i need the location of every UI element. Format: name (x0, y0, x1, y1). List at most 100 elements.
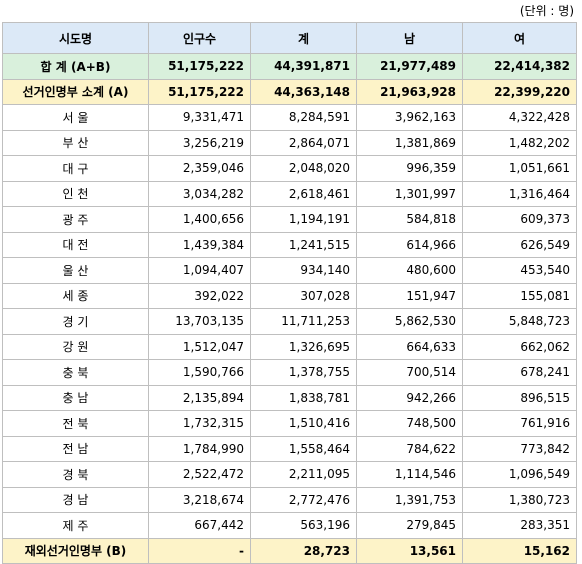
number-cell: 155,081 (462, 282, 577, 309)
number-cell: 2,618,461 (250, 180, 357, 207)
number-cell: 563,196 (250, 512, 357, 539)
number-cell: 51,175,222 (148, 53, 251, 80)
table-row: 서 울 9,331,471 8,284,591 3,962,163 4,322,428 (2, 104, 577, 131)
number-cell: 22,414,382 (462, 53, 577, 80)
region-cell: 대 구 (2, 155, 149, 182)
number-cell: 626,549 (462, 231, 577, 258)
number-cell: 1,510,416 (250, 410, 357, 437)
region-cell: 대 전 (2, 231, 149, 258)
population-table: 시도명 인구수 계 남 여 합 계 (A+B) 51,175,222 44,391,871 2… (2, 22, 577, 564)
number-cell: 2,211,095 (250, 461, 357, 488)
number-cell: 151,947 (356, 282, 463, 309)
number-cell: 1,051,661 (462, 155, 577, 182)
number-cell: 5,848,723 (462, 308, 577, 335)
number-cell: 1,380,723 (462, 486, 577, 513)
number-cell: 748,500 (356, 410, 463, 437)
number-cell: 1,439,384 (148, 231, 251, 258)
region-cell: 경 남 (2, 486, 149, 513)
number-cell: 8,284,591 (250, 104, 357, 131)
region-cell: 제 주 (2, 512, 149, 539)
table-row: 선거인명부 소계 (A) 51,175,222 44,363,148 21,963,9… (2, 78, 577, 105)
header-cell: 남 (356, 22, 463, 54)
number-cell: 453,540 (462, 257, 577, 284)
header-cell: 시도명 (2, 22, 149, 54)
number-cell: 1,558,464 (250, 435, 357, 462)
number-cell: 934,140 (250, 257, 357, 284)
number-cell: 480,600 (356, 257, 463, 284)
table-row: 대 구 2,359,046 2,048,020 996,359 1,051,661 (2, 155, 577, 182)
number-cell: 1,326,695 (250, 333, 357, 360)
table-row: 전 남 1,784,990 1,558,464 784,622 773,842 (2, 435, 577, 462)
region-cell: 강 원 (2, 333, 149, 360)
table-row: 울 산 1,094,407 934,140 480,600 453,540 (2, 257, 577, 284)
region-cell: 인 천 (2, 180, 149, 207)
number-cell: 667,442 (148, 512, 251, 539)
number-cell: 1,094,407 (148, 257, 251, 284)
table-row: 경 북 2,522,472 2,211,095 1,114,546 1,096,549 (2, 461, 577, 488)
number-cell: 896,515 (462, 384, 577, 411)
number-cell: 1,378,755 (250, 359, 357, 386)
table-row: 합 계 (A+B) 51,175,222 44,391,871 21,977,489 2… (2, 53, 577, 80)
region-cell: 울 산 (2, 257, 149, 284)
region-cell: 서 울 (2, 104, 149, 131)
header-cell: 계 (250, 22, 357, 54)
number-cell: 3,256,219 (148, 129, 251, 156)
table-row: 제 주 667,442 563,196 279,845 283,351 (2, 512, 577, 539)
region-cell: 전 남 (2, 435, 149, 462)
number-cell: 700,514 (356, 359, 463, 386)
header-cell: 여 (462, 22, 577, 54)
number-cell: 662,062 (462, 333, 577, 360)
region-cell: 경 기 (2, 308, 149, 335)
number-cell: 784,622 (356, 435, 463, 462)
number-cell: 2,359,046 (148, 155, 251, 182)
table-row: 강 원 1,512,047 1,326,695 664,633 662,062 (2, 333, 577, 360)
number-cell: 307,028 (250, 282, 357, 309)
number-cell: 44,363,148 (250, 78, 357, 105)
table-row: 경 기 13,703,135 11,711,253 5,862,530 5,848,72… (2, 308, 577, 335)
number-cell: 22,399,220 (462, 78, 577, 105)
number-cell: 1,381,869 (356, 129, 463, 156)
number-cell: 21,977,489 (356, 53, 463, 80)
number-cell: 9,331,471 (148, 104, 251, 131)
number-cell: 942,266 (356, 384, 463, 411)
number-cell: 1,590,766 (148, 359, 251, 386)
number-cell: 1,482,202 (462, 129, 577, 156)
number-cell: 584,818 (356, 206, 463, 233)
number-cell: 4,322,428 (462, 104, 577, 131)
table-row: 대 전 1,439,384 1,241,515 614,966 626,549 (2, 231, 577, 258)
number-cell: 3,218,674 (148, 486, 251, 513)
region-cell: 선거인명부 소계 (A) (2, 78, 149, 105)
number-cell: 1,301,997 (356, 180, 463, 207)
region-cell: 부 산 (2, 129, 149, 156)
number-cell: 2,522,472 (148, 461, 251, 488)
table-row: 부 산 3,256,219 2,864,071 1,381,869 1,482,202 (2, 129, 577, 156)
number-cell: 283,351 (462, 512, 577, 539)
number-cell: 773,842 (462, 435, 577, 462)
number-cell: 1,838,781 (250, 384, 357, 411)
table-row: 전 북 1,732,315 1,510,416 748,500 761,916 (2, 410, 577, 437)
region-cell: 합 계 (A+B) (2, 53, 149, 80)
number-cell: 392,022 (148, 282, 251, 309)
table-row: 세 종 392,022 307,028 151,947 155,081 (2, 282, 577, 309)
number-cell: 1,391,753 (356, 486, 463, 513)
number-cell: 51,175,222 (148, 78, 251, 105)
page: {"unit_note": "(단위 : 명)", "table": { "he… (2, 4, 577, 564)
number-cell: 2,864,071 (250, 129, 357, 156)
region-cell: 충 북 (2, 359, 149, 386)
number-cell: 1,732,315 (148, 410, 251, 437)
number-cell: 2,135,894 (148, 384, 251, 411)
region-cell: 전 북 (2, 410, 149, 437)
number-cell: 1,194,191 (250, 206, 357, 233)
number-cell: 5,862,530 (356, 308, 463, 335)
number-cell: 678,241 (462, 359, 577, 386)
number-cell: 609,373 (462, 206, 577, 233)
number-cell: 44,391,871 (250, 53, 357, 80)
table-row: 경 남 3,218,674 2,772,476 1,391,753 1,380,723 (2, 486, 577, 513)
unit-note: (단위 : 명) (519, 4, 574, 18)
region-cell: 세 종 (2, 282, 149, 309)
table-row: 충 북 1,590,766 1,378,755 700,514 678,241 (2, 359, 577, 386)
number-cell: 996,359 (356, 155, 463, 182)
number-cell: 614,966 (356, 231, 463, 258)
number-cell: 1,512,047 (148, 333, 251, 360)
header-cell: 인구수 (148, 22, 251, 54)
